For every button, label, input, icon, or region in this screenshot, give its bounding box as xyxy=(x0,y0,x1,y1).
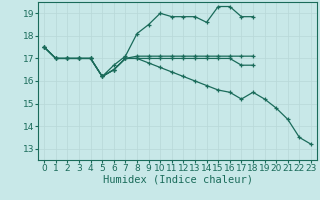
X-axis label: Humidex (Indice chaleur): Humidex (Indice chaleur) xyxy=(103,175,252,185)
